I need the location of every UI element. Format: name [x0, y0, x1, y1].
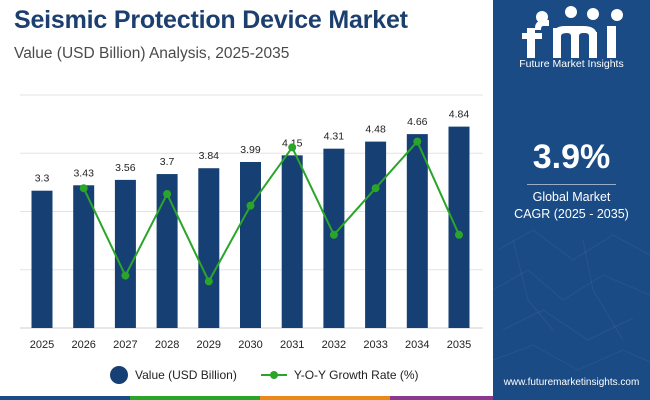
- growth-line: [82, 139, 460, 284]
- bar-2035: [448, 126, 470, 328]
- growth-line-series: [79, 137, 463, 286]
- x-tick-2034: 2034: [405, 339, 429, 351]
- growth-point-2033: [371, 184, 380, 193]
- growth-point-2029: [204, 277, 213, 286]
- legend-label-growth: Y-O-Y Growth Rate (%): [293, 368, 419, 382]
- bar-2027: [114, 179, 136, 328]
- bar-value-labels: 3.3 3.43 3.56 3.7 3.84 3.99 4.15 4.31 4.48 4.66 4.…: [35, 109, 470, 185]
- bar-2033: [365, 141, 387, 328]
- x-tick-2026: 2026: [71, 339, 95, 351]
- bar-2029: [198, 168, 220, 328]
- growth-point-2028: [163, 190, 172, 199]
- bar-2026: [73, 185, 95, 328]
- website-url[interactable]: www.futuremarketinsights.com: [503, 377, 640, 388]
- x-tick-2035: 2035: [447, 339, 471, 351]
- bar-label-2034: 4.66: [407, 116, 428, 128]
- legend-label-value: Value (USD Billion): [135, 368, 237, 382]
- bar-label-2029: 3.84: [199, 150, 220, 162]
- growth-point-2034: [413, 137, 422, 146]
- x-tick-2033: 2033: [363, 339, 387, 351]
- x-tick-2031: 2031: [280, 339, 304, 351]
- cagr-value: 3.9%: [532, 138, 611, 176]
- legend: Value (USD Billion) Y-O-Y Growth Rate (%…: [110, 366, 443, 384]
- bar-label-2035: 4.84: [449, 109, 470, 121]
- x-tick-2030: 2030: [238, 339, 262, 351]
- bar-2028: [156, 174, 178, 328]
- logo-caption: Future Market Insights: [519, 58, 624, 70]
- growth-point-2026: [79, 184, 88, 193]
- chart-area: 3.3 3.43 3.56 3.7 3.84 3.99 4.15 4.31 4.48 4.66 4.…: [20, 94, 483, 351]
- growth-point-2030: [246, 201, 255, 210]
- cagr-label-period: CAGR (2025 - 2035): [514, 207, 629, 221]
- cagr-divider: [527, 184, 616, 185]
- x-tick-2025: 2025: [30, 339, 54, 351]
- bar-label-2032: 4.31: [324, 131, 345, 143]
- x-tick-2027: 2027: [113, 339, 137, 351]
- x-tick-2032: 2032: [322, 339, 346, 351]
- chart-title: Seismic Protection Device Market: [14, 6, 408, 34]
- bar-2030: [240, 161, 261, 328]
- legend-item-growth[interactable]: Y-O-Y Growth Rate (%): [260, 368, 419, 382]
- fmi-logo: [522, 6, 623, 58]
- bar-label-2026: 3.43: [73, 167, 94, 179]
- x-axis-tick-labels: 2025 2026 2027 2028 2029 2030 2031 2032 2033 2034…: [30, 339, 471, 351]
- growth-point-2032: [329, 230, 338, 239]
- x-tick-2029: 2029: [197, 339, 221, 351]
- bottom-strip-segment: [0, 396, 130, 400]
- bar-label-2030: 3.99: [240, 144, 261, 156]
- bar-label-2027: 3.56: [115, 162, 136, 174]
- bar-series: [31, 126, 470, 328]
- bottom-strip-segment: [390, 396, 520, 400]
- cagr-label-market: Global Market: [532, 190, 611, 204]
- legend-item-value[interactable]: Value (USD Billion): [110, 366, 237, 384]
- growth-point-2035: [455, 230, 463, 239]
- bottom-strip-segment: [130, 396, 260, 400]
- growth-point-2031: [288, 143, 297, 152]
- bar-label-2028: 3.7: [160, 156, 175, 168]
- bar-label-2031: 4.15: [282, 137, 303, 149]
- bar-label-2033: 4.48: [365, 124, 386, 136]
- legend-line-marker: [269, 371, 278, 379]
- legend-line-swatch: [260, 371, 287, 379]
- bar-2031: [281, 155, 303, 328]
- bar-label-2025: 3.3: [35, 173, 50, 185]
- bar-2034: [406, 134, 428, 328]
- growth-point-2027: [121, 271, 130, 280]
- bottom-strip-segment: [260, 396, 390, 400]
- chart-subtitle: Value (USD Billion) Analysis, 2025-2035: [14, 45, 290, 62]
- legend-bar-swatch: [110, 366, 128, 384]
- side-panel: Future Market Insights 3.9% Global Marke…: [493, 0, 650, 400]
- bar-2025: [31, 190, 53, 328]
- x-tick-2028: 2028: [155, 339, 179, 351]
- panel-background-pattern: [493, 229, 650, 371]
